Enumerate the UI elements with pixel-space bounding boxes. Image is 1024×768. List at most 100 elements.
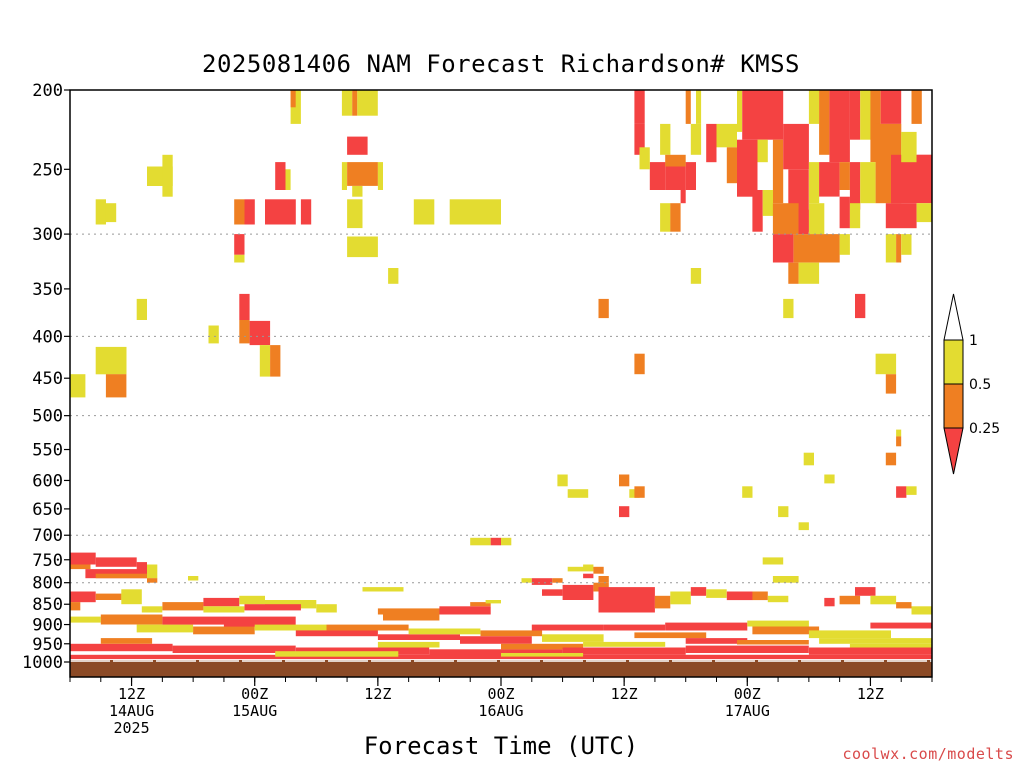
heatmap-cell — [70, 552, 96, 565]
y-axis: 200 250 300 350 400 450 500 550 600 650 700 750 8008… — [22, 81, 70, 673]
heatmap-cell — [819, 638, 932, 644]
heatmap-cell — [188, 576, 199, 581]
heatmap-cell — [162, 616, 224, 625]
heatmap-cell — [696, 90, 702, 124]
heatmap-cell — [824, 597, 835, 607]
heatmap-cell — [95, 199, 106, 225]
heatmap-cell — [870, 90, 881, 163]
heatmap-cell — [290, 90, 301, 124]
heatmap-cells — [70, 90, 932, 660]
heatmap-cell — [742, 90, 784, 140]
heatmap-cell — [726, 147, 738, 184]
heatmap-cell — [793, 234, 840, 263]
heatmap-cell — [95, 346, 127, 375]
heatmap-cell — [470, 602, 491, 607]
heatmap-cell — [885, 374, 897, 394]
heatmap-cell — [767, 595, 789, 603]
heatmap-cell — [408, 628, 481, 635]
heatmap-cell — [726, 591, 753, 601]
heatmap-cell — [542, 589, 563, 596]
x-tick-label: 12Z — [857, 685, 884, 703]
heatmap-cell — [798, 262, 820, 284]
heatmap-cell — [772, 234, 794, 263]
heatmap-cell — [762, 557, 784, 565]
x-axis-label: Forecast Time (UTC) — [363, 732, 639, 760]
heatmap-cell — [285, 169, 291, 190]
heatmap-cell — [147, 578, 158, 583]
heatmap-cell — [752, 591, 768, 601]
heatmap-cell — [634, 90, 645, 124]
colorbar-bin-orange — [943, 383, 964, 429]
heatmap-cell — [470, 537, 491, 546]
heatmap-cell — [352, 90, 358, 116]
heatmap-cell — [619, 506, 630, 518]
heatmap-cell — [259, 345, 271, 377]
heatmap-cell — [162, 602, 204, 611]
heatmap-cell — [449, 199, 501, 225]
heatmap-cell — [567, 489, 589, 498]
heatmap-cell — [562, 584, 594, 600]
heatmap-cell — [377, 634, 460, 640]
heatmap-cell — [906, 486, 917, 495]
heatmap-cell — [147, 564, 158, 579]
heatmap-cell — [885, 234, 897, 263]
heatmap-cell — [85, 569, 147, 579]
heatmap-cell — [239, 595, 265, 605]
heatmap-cell — [234, 254, 245, 263]
heatmap-cell — [105, 203, 117, 223]
heatmap-cell — [562, 647, 686, 655]
heatmap-cell — [619, 474, 630, 487]
y-tick-label: 600 — [32, 471, 63, 491]
heatmap-cell — [501, 643, 584, 650]
heatmap-cell — [490, 537, 501, 546]
heatmap-cell — [70, 602, 81, 611]
heatmap-cell — [737, 640, 809, 645]
heatmap-cell — [377, 608, 460, 615]
heatmap-cell — [208, 325, 219, 344]
heatmap-cell — [752, 626, 820, 635]
y-tick-label: 200 — [32, 81, 63, 101]
heatmap-cell — [95, 557, 137, 567]
heatmap-cell — [347, 136, 368, 155]
y-tick-label: 250 — [32, 160, 63, 180]
heatmap-cell — [521, 578, 532, 583]
x-tick-label: 00Z — [734, 685, 761, 703]
heatmap-cell — [316, 604, 337, 613]
heatmap-cell — [706, 589, 727, 598]
heatmap-cell — [341, 162, 347, 190]
heatmap-cell — [254, 624, 327, 631]
heatmap-cell — [388, 268, 399, 284]
y-tick-label: 800 — [32, 574, 63, 594]
heatmap-cell — [742, 486, 753, 498]
y-tick-label: 400 — [32, 327, 63, 347]
heatmap-cell — [783, 298, 794, 319]
x-tick-label: 12Z — [118, 685, 145, 703]
chart-title: 2025081406 NAM Forecast Richardson# KMSS — [202, 50, 800, 78]
heatmap-cell — [244, 199, 255, 225]
heatmap-cell — [567, 566, 594, 572]
heatmap-cell — [685, 162, 696, 190]
y-tick-label: 300 — [32, 225, 63, 245]
ground-band — [70, 660, 932, 677]
heatmap-cell — [501, 653, 584, 657]
heatmap-cell — [239, 320, 250, 344]
heatmap-cell — [542, 634, 604, 642]
heatmap-cell — [295, 630, 378, 637]
heatmap-cell — [839, 162, 850, 190]
heatmap-cell — [362, 587, 404, 592]
heatmap-cell — [685, 638, 748, 644]
heatmap-cell — [839, 196, 850, 229]
colorbar-label: 0.25 — [969, 421, 1000, 437]
x-tick-label: 2025 — [114, 719, 150, 737]
heatmap-cell — [136, 298, 147, 320]
heatmap-cell — [880, 90, 902, 124]
colorbar-label: 0.5 — [969, 377, 991, 393]
heatmap-cell — [234, 199, 245, 225]
heatmap-cell — [896, 436, 902, 447]
heatmap-cell — [172, 645, 296, 653]
heatmap-cell — [583, 573, 594, 579]
heatmap-cell — [762, 190, 773, 216]
heatmap-cell — [347, 162, 378, 186]
heatmap-cell — [223, 616, 296, 627]
heatmap-cell — [665, 162, 686, 190]
